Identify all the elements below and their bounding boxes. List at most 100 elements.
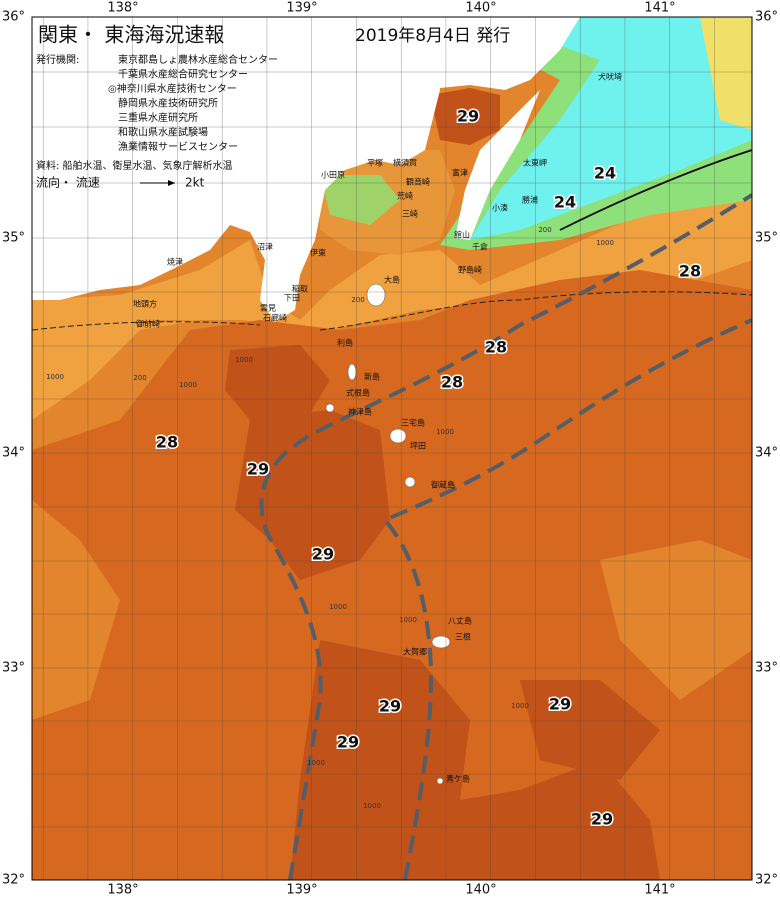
place-name: 野島崎 <box>458 265 482 275</box>
isotherm <box>559 149 752 231</box>
place-name: 伊東 <box>310 248 326 258</box>
tokyo-bay <box>430 88 500 145</box>
place-name: 八丈島 <box>448 616 472 626</box>
temperature-label: 28 <box>485 338 507 357</box>
depth-label: 200 <box>133 374 146 382</box>
place-name: 地頭方 <box>133 299 157 309</box>
issuer: 三重県水産研究所 <box>118 111 198 124</box>
place-name: 稲取 <box>292 284 308 294</box>
temperature-label: 29 <box>457 107 479 126</box>
temperature-label: 29 <box>549 695 571 714</box>
depth-label: 1000 <box>363 802 381 810</box>
temperature-label: 24 <box>594 164 616 183</box>
longitude-label-top: 138° <box>107 1 138 16</box>
depth-label: 1000 <box>179 381 197 389</box>
grid <box>32 17 752 880</box>
depth-label: 200 <box>351 296 364 304</box>
latitude-label-right: 35° <box>755 231 778 246</box>
issuer: 漁業情報サービスセンター <box>118 140 238 153</box>
latitude-label-left: 34° <box>2 446 25 461</box>
temperature-label: 29 <box>247 460 269 479</box>
issuer: 静岡県水産技術研究所 <box>118 97 218 110</box>
place-name: 勝浦 <box>522 195 538 205</box>
latitude-label-left: 35° <box>2 231 25 246</box>
longitude-label-bottom: 138° <box>107 883 138 898</box>
depth-label: 1000 <box>46 373 64 381</box>
title: 関東・ 東海海況速報 <box>38 23 224 47</box>
longitude-label-top: 141° <box>644 1 675 16</box>
latitude-label-right: 34° <box>755 446 778 461</box>
place-name: 沼津 <box>257 242 273 252</box>
yellow-water <box>700 17 752 130</box>
issuer: 東京都島しょ農林水産総合センター <box>118 53 278 66</box>
place-name: 大賀郷 <box>403 647 427 657</box>
latitude-label-right: 32° <box>755 873 778 888</box>
place-name: 三崎 <box>402 209 418 219</box>
place-name: 新島 <box>364 372 380 382</box>
longitude-label-top: 139° <box>286 1 317 16</box>
place-name: 富津 <box>452 168 468 178</box>
latitude-label-left: 32° <box>2 873 25 888</box>
place-name: 石廊崎 <box>263 313 287 323</box>
latitude-label-right: 36° <box>755 10 778 25</box>
place-name: 大島 <box>384 275 400 285</box>
issuers-label: 発行機関: <box>36 53 79 66</box>
issuer: ◎神奈川県水産技術センター <box>108 82 237 95</box>
place-name: 横須賀 <box>393 158 417 168</box>
depth-label: 1000 <box>307 759 325 767</box>
depth-label: 1000 <box>511 702 529 710</box>
depth-contour <box>32 291 752 331</box>
longitude-label-bottom: 141° <box>644 883 675 898</box>
sources: 資料: 船舶水温、衛星水温、気象庁解析水温 <box>36 159 233 172</box>
depth-label: 1000 <box>399 616 417 624</box>
longitude-label-bottom: 139° <box>286 883 317 898</box>
depth-label: 1000 <box>235 356 253 364</box>
moderate-water <box>32 500 752 720</box>
place-name: 式根島 <box>346 388 370 398</box>
issuer: 千葉県水産総合研究センター <box>118 68 248 81</box>
depth-label: 200 <box>538 226 551 234</box>
place-name: 太東岬 <box>523 158 547 168</box>
place-name: 千倉 <box>472 242 488 252</box>
depth-label: 1000 <box>329 603 347 611</box>
land-boso <box>440 17 580 240</box>
temperature-label: 29 <box>591 810 613 829</box>
temperature-label: 29 <box>312 545 334 564</box>
place-name: 犬吠埼 <box>598 72 622 82</box>
place-name: 神津島 <box>348 407 372 417</box>
latitude-label-left: 36° <box>2 10 25 25</box>
latitude-label-right: 33° <box>755 661 778 676</box>
temperature-label: 24 <box>554 193 576 212</box>
place-name: 小田原 <box>321 171 345 180</box>
place-name: 坪田 <box>410 442 426 451</box>
place-name: 青ケ島 <box>446 774 470 784</box>
place-name: 平塚 <box>367 159 383 168</box>
bay-green <box>320 175 400 225</box>
temperature-label: 28 <box>441 373 463 392</box>
kuroshio-axis <box>259 193 752 880</box>
place-name: 小湊 <box>492 203 508 213</box>
temperature-label: 29 <box>337 733 359 752</box>
place-name: 焼津 <box>167 257 183 267</box>
cold-water <box>470 17 752 240</box>
frame <box>31 16 753 881</box>
hot-water <box>225 345 660 880</box>
temperature-label: 28 <box>156 433 178 452</box>
issue-date: 2019年8月4日 発行 <box>355 26 510 46</box>
temperature-label: 28 <box>679 262 701 281</box>
current-label: 流向・ 流速 <box>36 175 100 190</box>
cool-water <box>32 320 200 420</box>
longitude-label-bottom: 140° <box>465 883 496 898</box>
longitude-label-top: 140° <box>465 1 496 16</box>
latitude-label-left: 33° <box>2 661 25 676</box>
temperature-label: 29 <box>379 697 401 716</box>
place-name: 御前崎 <box>136 319 160 329</box>
place-name: 観音崎 <box>406 177 430 187</box>
depth-label: 1000 <box>596 239 614 247</box>
place-name: 下田 <box>284 294 300 303</box>
issuer: 和歌山県水産試験場 <box>118 126 208 139</box>
